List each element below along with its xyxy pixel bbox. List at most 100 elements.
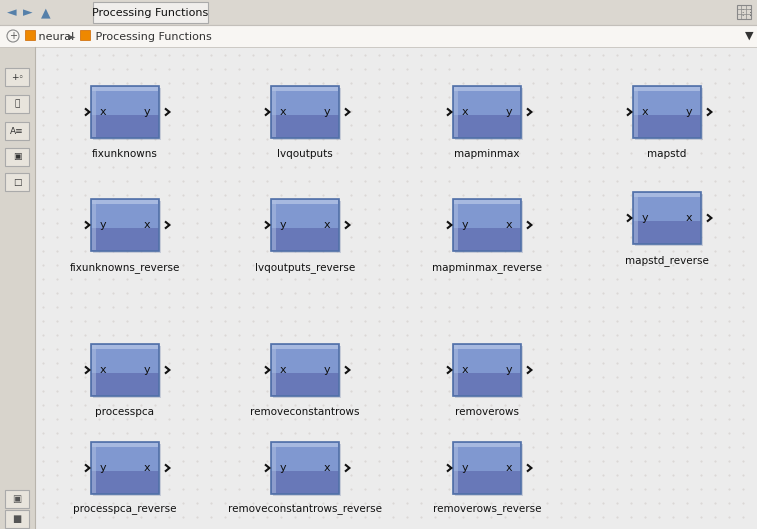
Bar [455,444,523,496]
Text: x: x [323,220,330,230]
Bar [454,200,520,204]
Bar [453,471,521,494]
Bar [453,227,521,251]
Text: y: y [280,220,287,230]
Bar [0,25,757,47]
FancyBboxPatch shape [5,122,29,140]
Bar [453,372,521,396]
Text: y: y [323,365,330,375]
Text: x: x [506,220,512,230]
Bar [80,30,90,40]
Bar [271,471,339,494]
Bar [453,86,521,138]
Bar [633,86,701,115]
Bar [92,345,158,349]
Bar [0,0,757,25]
Bar [92,87,158,91]
Bar [455,346,523,398]
Text: ▣: ▣ [12,494,22,504]
Text: ■: ■ [12,514,22,524]
Text: x: x [280,107,287,117]
Text: mapstd: mapstd [647,149,687,159]
Text: removerows_reverse: removerows_reverse [433,505,541,515]
Bar [271,442,339,471]
Text: Processing Functions: Processing Functions [92,32,212,41]
Bar [91,442,159,471]
Bar [271,227,339,251]
Bar [91,442,159,494]
Text: ▼: ▼ [745,31,753,41]
Text: □: □ [13,178,21,187]
Bar [271,115,339,138]
Bar [633,192,701,221]
Text: x: x [506,463,512,473]
Text: mapminmax: mapminmax [454,149,520,159]
Bar [93,444,161,496]
Bar [271,199,339,251]
Bar [91,115,159,138]
Bar [0,47,35,529]
Text: ►: ► [68,32,76,41]
Text: +: + [9,31,17,41]
FancyBboxPatch shape [5,490,29,508]
Bar [453,442,521,494]
Text: removerows: removerows [455,407,519,417]
Bar [453,86,521,115]
Bar [273,201,341,253]
Bar [455,88,523,140]
Bar [454,200,458,250]
Bar [633,86,701,138]
Bar [272,443,276,493]
Bar [454,345,520,349]
Bar [271,199,339,227]
Bar [92,87,96,137]
Text: x: x [280,365,287,375]
Text: x: x [462,107,469,117]
FancyBboxPatch shape [5,173,29,191]
Bar [454,443,520,447]
Bar [634,193,638,243]
Text: y: y [462,463,469,473]
Text: x: x [462,365,469,375]
Bar [273,88,341,140]
FancyBboxPatch shape [5,510,29,528]
Text: ◄: ◄ [7,6,17,19]
Bar [454,87,458,137]
Bar [272,87,276,137]
Bar [92,443,158,447]
Bar [634,87,638,137]
Text: x: x [323,463,330,473]
Text: fixunknowns: fixunknowns [92,149,158,159]
Text: processpca_reverse: processpca_reverse [73,505,176,515]
Bar [272,87,338,91]
Bar [271,86,339,115]
Bar [91,372,159,396]
Bar [93,88,161,140]
Bar [25,30,35,40]
Bar [273,444,341,496]
Bar [93,346,161,398]
Bar [91,86,159,138]
Text: y: y [143,107,150,117]
Text: x: x [685,213,692,223]
Text: mapstd_reverse: mapstd_reverse [625,255,709,266]
Text: x: x [100,365,107,375]
Bar [453,442,521,471]
Bar [92,200,158,204]
Bar [633,192,701,244]
Bar [92,200,96,250]
Bar [453,344,521,396]
Bar [455,201,523,253]
Bar [453,199,521,251]
Text: A≡: A≡ [10,126,23,135]
Bar [91,199,159,227]
Bar [633,221,701,244]
Text: y: y [685,107,692,117]
Text: ▲: ▲ [41,6,51,19]
Bar [272,345,338,349]
Bar [272,200,338,204]
Text: lvqoutputs: lvqoutputs [277,149,333,159]
Bar [634,193,700,197]
Text: y: y [462,220,469,230]
Bar [272,345,276,395]
